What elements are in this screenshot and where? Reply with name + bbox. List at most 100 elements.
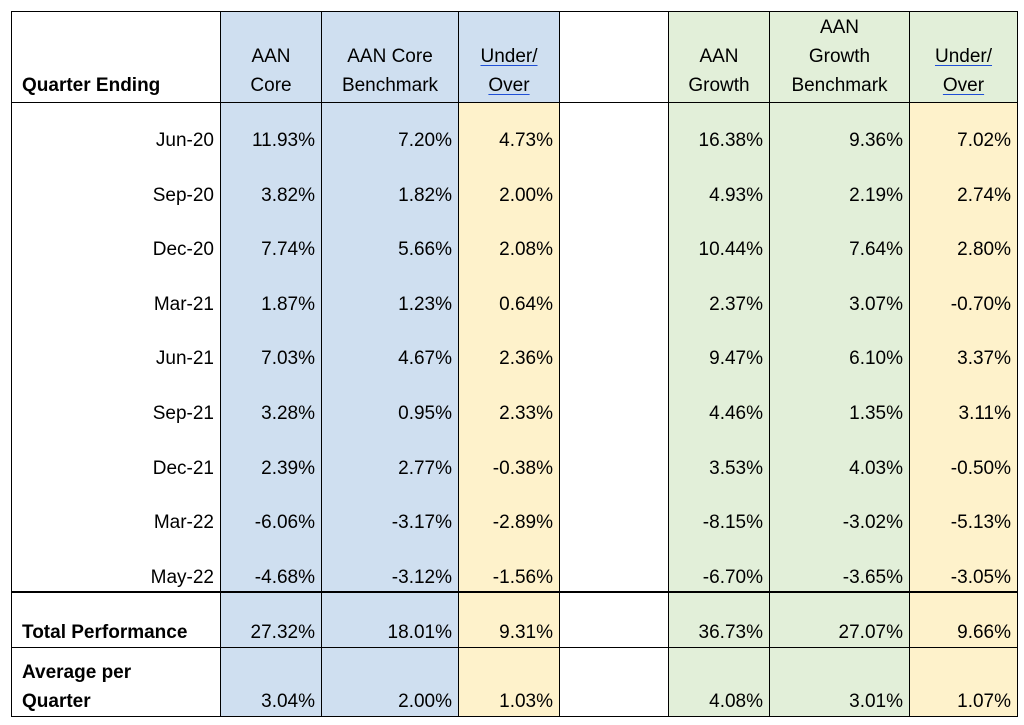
core-cell: 7.74% [261,239,315,260]
growth-diff-column-bg [910,103,1017,591]
spacer-column [560,12,668,102]
spacer-column-bg [560,103,668,591]
total-growth-diff-bg [910,593,1017,647]
grid-line [559,11,560,716]
header-core-under-over: Under/ Over [459,12,559,102]
total-core: 27.32% [250,622,315,643]
header-line: AAN Core [347,46,433,67]
growth-cell: -8.15% [702,512,763,533]
core-diff-cell: 2.33% [499,403,553,424]
grid-line [220,11,221,716]
quarter-cell: Sep-20 [152,185,214,206]
quarter-cell: Sep-21 [152,403,214,424]
grid-line [11,647,1018,648]
grid-line [11,102,1018,103]
growth-cell: 3.53% [709,458,763,479]
growth-bench-column-bg [770,103,909,591]
core-cell: 3.82% [261,185,315,206]
avg-growth-bench-bg [770,648,909,716]
header-line: Growth [808,46,871,67]
header-line: Core [250,75,292,96]
quarter-cell: Mar-22 [153,512,214,533]
core-cell: 11.93% [251,130,315,151]
total-growth: 36.73% [698,622,763,643]
average-label-line1: Average per [22,662,132,683]
core-bench-cell: 0.95% [398,403,452,424]
growth-bench-cell: 3.07% [849,294,903,315]
core-bench-cell: 1.82% [398,185,452,206]
total-core-bench: 18.01% [387,622,452,643]
avg-core-bg [221,648,321,716]
header-quarter-ending: Quarter Ending [12,12,220,102]
core-cell: 2.39% [261,458,315,479]
growth-bench-cell: 6.10% [849,348,903,369]
grid-line [1017,11,1018,716]
header-line: Growth [688,75,750,96]
growth-cell: 16.38% [698,130,763,151]
grid-line [11,591,1018,593]
core-diff-cell: 0.64% [499,294,553,315]
header-line: Under/ [480,46,538,67]
core-diff-cell: -1.56% [492,567,553,588]
growth-bench-cell: 7.64% [849,239,903,260]
core-bench-cell: 7.20% [398,130,452,151]
quarter-cell: Dec-20 [152,239,214,260]
total-growth-bg [669,593,769,647]
core-cell: -6.06% [254,512,315,533]
average-core-bench: 2.00% [398,691,452,712]
growth-diff-cell: 3.37% [957,348,1011,369]
growth-bench-cell: 4.03% [849,458,903,479]
growth-bench-cell: 9.36% [849,130,903,151]
growth-cell: 4.93% [709,185,763,206]
average-core-diff: 1.03% [499,691,553,712]
quarter-cell: Dec-21 [152,458,214,479]
grid-line [668,11,669,716]
growth-bench-cell: 2.19% [849,185,903,206]
core-diff-cell: -2.89% [492,512,553,533]
core-column-bg [221,103,321,591]
grid-line [458,11,459,716]
header-aan-growth: AAN Growth [669,12,769,102]
growth-bench-cell: 1.35% [849,403,903,424]
total-label: Total Performance [22,622,188,643]
header-aan-core-benchmark: AAN Core Benchmark [322,12,458,102]
average-growth-diff: 1.07% [957,691,1011,712]
growth-diff-cell: -0.70% [950,294,1011,315]
grid-line [909,11,910,716]
growth-bench-cell: -3.65% [842,567,903,588]
quarter-cell: Jun-21 [155,348,214,369]
total-growth-diff: 9.66% [957,622,1011,643]
total-growth-bench: 27.07% [838,622,903,643]
header-line: AAN [819,17,860,38]
core-bench-cell: -3.12% [391,567,452,588]
growth-diff-cell: -3.05% [950,567,1011,588]
grid-line [769,11,770,716]
header-line: Over [488,75,530,96]
core-diff-cell: 4.73% [499,130,553,151]
core-diff-column-bg [459,103,559,591]
header-line: Under/ [934,46,993,67]
growth-diff-cell: 7.02% [957,130,1011,151]
quarter-column-bg [12,103,220,591]
header-line: Benchmark [341,75,439,96]
quarter-cell: Jun-20 [155,130,214,151]
core-cell: 3.28% [261,403,315,424]
header-line: Over [942,75,985,96]
avg-spacer-bg [560,648,668,716]
core-bench-cell: -3.17% [391,512,452,533]
total-core-diff-bg [459,593,559,647]
growth-diff-cell: 3.11% [958,403,1011,424]
total-spacer-bg [560,593,668,647]
avg-growth-diff-bg [910,648,1017,716]
average-growth: 4.08% [709,691,763,712]
total-growth-bench-bg [770,593,909,647]
header-line: AAN [251,46,291,67]
growth-diff-cell: 2.80% [957,239,1011,260]
quarter-cell: May-22 [150,567,214,588]
core-bench-cell: 4.67% [398,348,452,369]
growth-cell: -6.70% [702,567,763,588]
header-aan-core: AAN Core [221,12,321,102]
header-aan-growth-benchmark: AAN Growth Benchmark [770,12,909,102]
growth-diff-cell: -5.13% [950,512,1011,533]
header-line: AAN [699,46,739,67]
